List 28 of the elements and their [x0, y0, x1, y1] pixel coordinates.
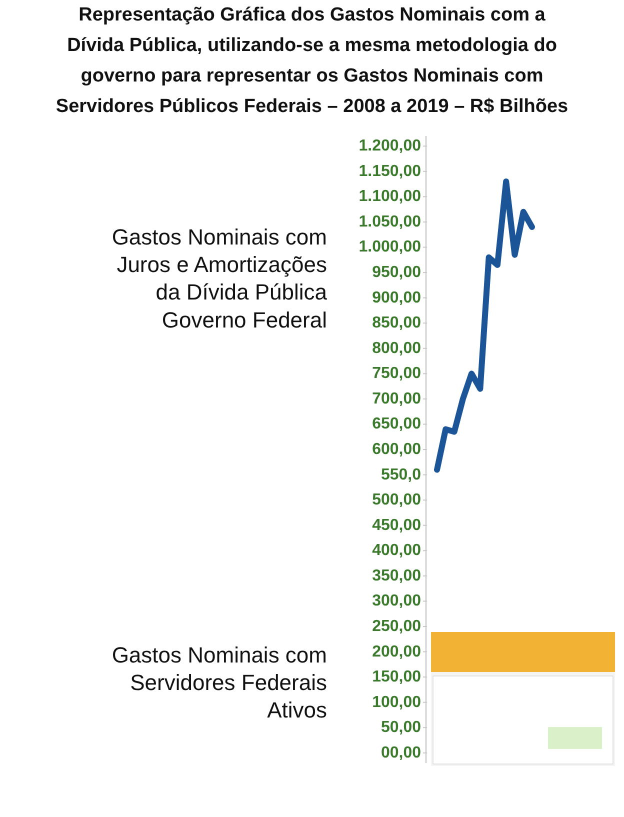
y-tick-label: 850,00	[372, 314, 422, 332]
y-tick-label: 900,00	[372, 289, 422, 306]
y-tick-label: 750,00	[372, 365, 422, 382]
y-tick-label: 1.100,00	[358, 188, 422, 206]
y-tick-label: 650,00	[372, 416, 422, 433]
y-tick-label: 150,00	[372, 668, 422, 686]
y-tick-label: 550,0	[380, 466, 422, 484]
y-tick-label: 200,00	[372, 643, 422, 660]
y-tick-label: 1.000,00	[358, 238, 422, 256]
y-tick-label: 950,00	[372, 264, 422, 282]
y-tick-label: 50,00	[380, 719, 422, 736]
y-tick-label: 700,00	[372, 390, 422, 408]
y-tick-label: 600,00	[372, 441, 422, 458]
y-tick-label: 350,00	[372, 567, 422, 584]
y-tick-label: 00,00	[380, 744, 422, 762]
chart-title: Representação Gráfica dos Gastos Nominais com a Dívida Pública, utilizando-se a mesma metodologia do governo para representar os Gastos Nominais com Servidores Públicos Federais – 2008 a 2019 – R$ Bilhões	[56, 4, 568, 117]
y-tick-label: 1.050,00	[358, 213, 422, 230]
y-tick-label: 450,00	[372, 516, 422, 534]
y-tick-label: 300,00	[372, 592, 422, 610]
y-tick-label: 1.200,00	[358, 138, 422, 155]
text: Gastos Nominais com Servidores Federais Ativos	[112, 642, 327, 723]
text: Gastos Nominais com Juros e Amortizações da Dívida Pública Governo Federal	[112, 224, 328, 332]
y-tick-label: 100,00	[372, 694, 422, 711]
y-tick-label: 1.150,00	[358, 162, 422, 180]
y-tick-label: 400,00	[372, 542, 422, 560]
y-tick-label: 800,00	[372, 340, 422, 357]
y-tick-label: 250,00	[372, 618, 422, 635]
y-tick-label: 500,00	[372, 492, 422, 509]
